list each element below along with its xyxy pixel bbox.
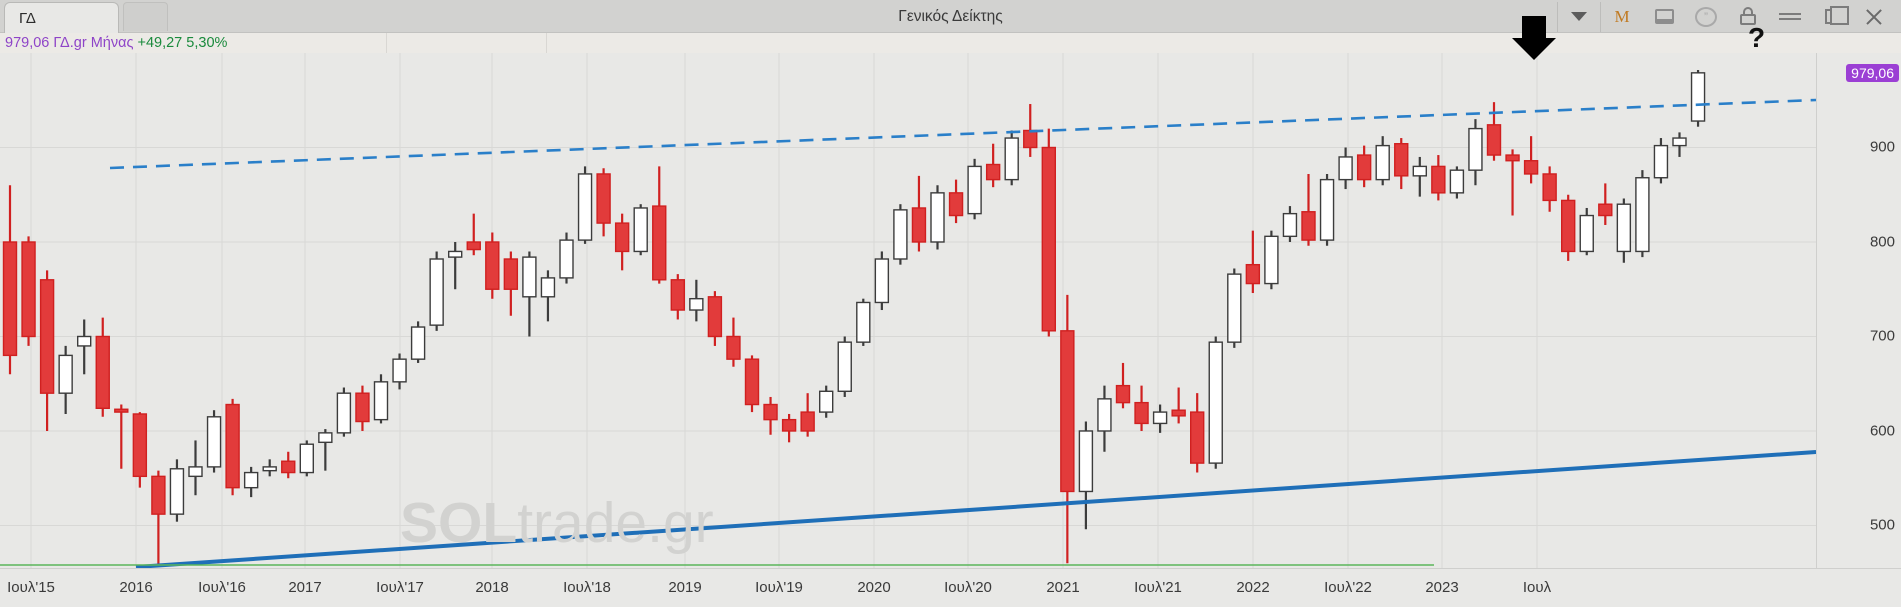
quote-last-price: 979,06 [5, 35, 50, 51]
candlestick-svg [0, 53, 1816, 568]
price-axis-label: 700 [1869, 327, 1895, 345]
time-axis-label: 2022 [1236, 579, 1270, 596]
time-axis-label: Ιουλ'17 [376, 579, 424, 596]
lock-icon[interactable] [1727, 2, 1769, 32]
time-axis-label: 2023 [1425, 579, 1459, 596]
time-axis-label: Ιουλ'21 [1134, 579, 1182, 596]
arrow-down-annotation [1512, 16, 1556, 60]
quote-period: Μήνας [90, 35, 134, 51]
timeframe-month-button[interactable]: M [1614, 6, 1630, 26]
time-axis-label: Ιουλ'18 [563, 579, 611, 596]
chart-plot-area[interactable]: SOLtrade.gr ZTRADE [0, 53, 1816, 568]
tab-gd[interactable]: ΓΔ [4, 2, 119, 33]
time-axis-label: Ιουλ'22 [1324, 579, 1372, 596]
price-axis-label: 800 [1869, 233, 1895, 251]
quote-symbol: ΓΔ.gr [53, 35, 87, 51]
time-axis-label: 2016 [119, 579, 153, 596]
tab-strip-filler[interactable] [123, 2, 168, 31]
price-axis-label: 500 [1869, 516, 1895, 534]
menu-hamburger-icon[interactable] [1769, 2, 1811, 32]
time-axis-label: 2020 [857, 579, 891, 596]
time-axis-label: Ιουλ'19 [755, 579, 803, 596]
time-axis-label: Ιουλ'20 [944, 579, 992, 596]
window-titlebar: ΓΔ Γενικός Δείκτης M ” [0, 0, 1901, 33]
time-axis[interactable]: Ιουλ'15 2016 2017 Ιουλ'16 Ιουλ'17 2018 Ιουλ'18… [0, 568, 1901, 607]
time-axis-label: 2021 [1046, 579, 1080, 596]
time-axis-label: 2017 [288, 579, 322, 596]
time-axis-label: Ιουλ'16 [198, 579, 246, 596]
restore-window-icon[interactable] [1811, 2, 1853, 32]
comment-bubble-icon[interactable]: ” [1685, 2, 1727, 32]
time-axis-label: Ιουλ'15 [7, 579, 55, 596]
tab-strip: ΓΔ [0, 0, 168, 33]
price-axis-label: 600 [1869, 422, 1895, 440]
time-axis-label: 2018 [475, 579, 509, 596]
quote-change-pct: 5,30% [186, 35, 228, 51]
quote-bar: 979,06 ΓΔ.gr Μήνας +49,27 5,30% [0, 33, 1901, 53]
question-mark-annotation: ? [1748, 22, 1766, 53]
price-axis-label: 900 [1869, 138, 1895, 156]
price-axis[interactable]: 900 800 700 600 500 979,06 [1816, 53, 1901, 568]
window-pane-icon[interactable] [1643, 2, 1685, 32]
last-price-badge: 979,06 [1846, 63, 1899, 82]
tab-label: ΓΔ [19, 9, 36, 27]
chevron-down-icon[interactable] [1557, 1, 1601, 32]
quote-change-abs: +49,27 [137, 35, 183, 51]
quotebar-divider-1 [386, 33, 387, 53]
time-axis-label: Ιουλ [1522, 579, 1552, 596]
time-axis-label: 2019 [668, 579, 702, 596]
quotebar-divider-2 [546, 33, 547, 53]
window-toolbar: M ” [1557, 0, 1895, 33]
close-window-icon[interactable] [1853, 2, 1895, 32]
